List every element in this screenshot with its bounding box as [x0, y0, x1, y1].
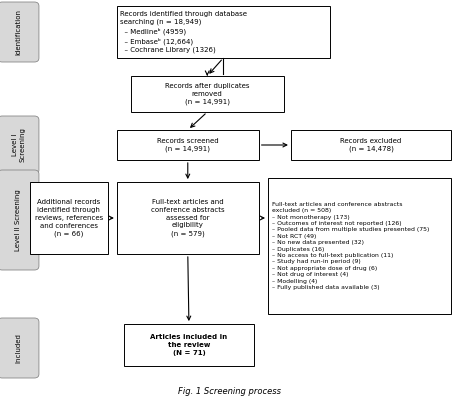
Text: Additional records
identified through
reviews, references
and conferences
(n = 6: Additional records identified through re…	[34, 199, 103, 237]
Text: Level I
Screening: Level I Screening	[11, 128, 25, 162]
FancyBboxPatch shape	[291, 130, 451, 160]
Text: Articles included in
the review
(N = 71): Articles included in the review (N = 71)	[150, 334, 228, 356]
Text: Records identified through database
searching (n = 18,949)
  – Medlineᵇ (4959)
 : Records identified through database sear…	[120, 11, 247, 53]
FancyBboxPatch shape	[0, 2, 39, 62]
Text: Identification: Identification	[15, 9, 22, 55]
FancyBboxPatch shape	[131, 76, 284, 112]
FancyBboxPatch shape	[117, 182, 259, 254]
FancyBboxPatch shape	[268, 178, 451, 314]
FancyBboxPatch shape	[124, 324, 254, 366]
FancyBboxPatch shape	[0, 116, 39, 174]
Text: Included: Included	[15, 333, 22, 363]
Text: Level II Screening: Level II Screening	[15, 189, 22, 251]
Text: Fig. 1 Screening process: Fig. 1 Screening process	[178, 387, 280, 396]
FancyBboxPatch shape	[0, 170, 39, 270]
FancyBboxPatch shape	[0, 318, 39, 378]
FancyBboxPatch shape	[30, 182, 108, 254]
FancyBboxPatch shape	[117, 130, 259, 160]
Text: Full-text articles and
conference abstracts
assessed for
eligibility
(n = 579): Full-text articles and conference abstra…	[151, 199, 224, 237]
Text: Records excluded
(n = 14,478): Records excluded (n = 14,478)	[340, 138, 402, 152]
FancyBboxPatch shape	[117, 6, 330, 58]
Text: Records after duplicates
removed
(n = 14,991): Records after duplicates removed (n = 14…	[165, 83, 250, 105]
Text: Full-text articles and conference abstracts
excluded (n = 508)
– Not monotherapy: Full-text articles and conference abstra…	[272, 202, 429, 290]
Text: Records screened
(n = 14,991): Records screened (n = 14,991)	[157, 138, 218, 152]
